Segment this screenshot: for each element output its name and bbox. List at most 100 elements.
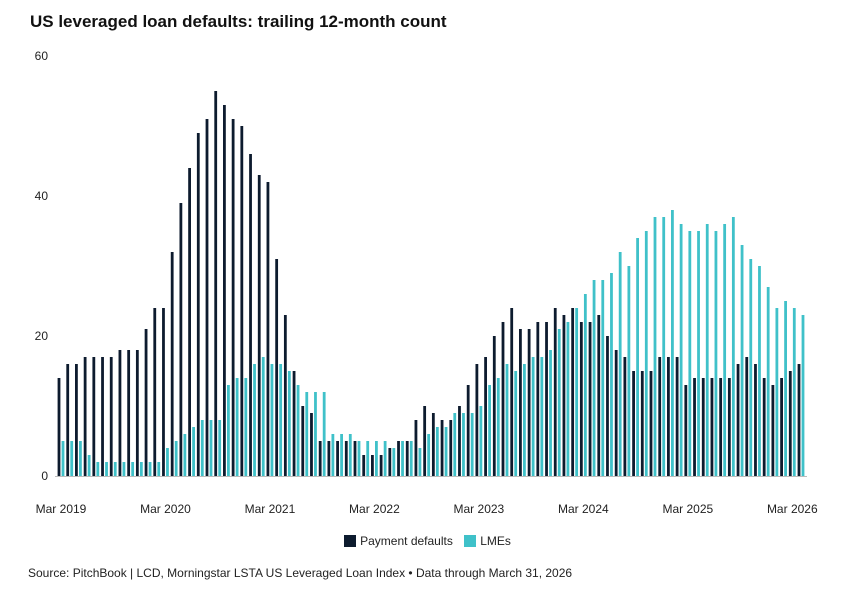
bar-lmes bbox=[96, 462, 100, 476]
bar-payment-defaults bbox=[632, 371, 635, 476]
bar-payment-defaults bbox=[431, 413, 435, 476]
y-tick-label: 0 bbox=[41, 469, 48, 483]
bar-lmes bbox=[610, 273, 613, 476]
bar-payment-defaults bbox=[223, 105, 226, 476]
bar-lmes bbox=[601, 280, 605, 476]
bar-lmes bbox=[731, 217, 735, 476]
bar-lmes bbox=[200, 420, 204, 476]
bar-payment-defaults bbox=[492, 336, 496, 476]
bar-payment-defaults bbox=[553, 308, 557, 476]
bar-lmes bbox=[418, 448, 422, 476]
legend-item-payment-defaults: Payment defaults bbox=[344, 534, 453, 548]
bar-lmes bbox=[305, 392, 309, 476]
bar-payment-defaults bbox=[588, 322, 592, 476]
bar-lmes bbox=[183, 434, 187, 476]
bar-lmes bbox=[627, 266, 631, 476]
bar-lmes bbox=[644, 231, 648, 476]
bar-payment-defaults bbox=[475, 364, 479, 476]
bar-lmes bbox=[61, 441, 65, 476]
bar-payment-defaults bbox=[144, 329, 148, 476]
bar-payment-defaults bbox=[371, 455, 374, 476]
bar-payment-defaults bbox=[179, 203, 183, 476]
bar-lmes bbox=[383, 441, 387, 476]
bar-payment-defaults bbox=[640, 371, 644, 476]
bar-payment-defaults bbox=[579, 322, 583, 476]
bar-lmes bbox=[723, 224, 727, 476]
bar-payment-defaults bbox=[109, 357, 113, 476]
x-tick-label: Mar 2024 bbox=[558, 502, 609, 516]
bar-lmes bbox=[792, 308, 796, 476]
bar-lmes bbox=[87, 455, 91, 476]
bar-lmes bbox=[766, 287, 770, 476]
bar-lmes bbox=[148, 462, 152, 476]
bar-lmes bbox=[70, 441, 74, 476]
bar-payment-defaults bbox=[66, 364, 70, 476]
bar-payment-defaults bbox=[571, 308, 575, 476]
bar-lmes bbox=[557, 329, 561, 476]
bar-payment-defaults bbox=[327, 441, 331, 476]
bar-payment-defaults bbox=[118, 350, 122, 476]
y-tick-label: 40 bbox=[35, 189, 49, 203]
bar-payment-defaults bbox=[719, 378, 723, 476]
legend-label-payment-defaults: Payment defaults bbox=[360, 534, 453, 548]
y-tick-label: 60 bbox=[35, 49, 49, 63]
bar-lmes bbox=[235, 378, 239, 476]
legend-swatch-lmes bbox=[464, 535, 477, 547]
bar-payment-defaults bbox=[127, 350, 131, 476]
bar-lmes bbox=[261, 357, 265, 476]
bar-lmes bbox=[784, 301, 787, 476]
bar-payment-defaults bbox=[466, 385, 470, 476]
bars-group bbox=[57, 91, 805, 476]
bar-lmes bbox=[357, 441, 361, 476]
bar-payment-defaults bbox=[153, 308, 157, 476]
bar-lmes bbox=[375, 441, 378, 476]
bar-lmes bbox=[540, 357, 544, 476]
bar-payment-defaults bbox=[283, 315, 287, 476]
y-axis: 0 20 40 60 bbox=[35, 49, 49, 483]
bar-payment-defaults bbox=[101, 357, 104, 476]
bar-lmes bbox=[679, 224, 683, 476]
bar-lmes bbox=[209, 420, 213, 476]
legend: Payment defaults LMEs bbox=[0, 534, 855, 550]
bar-lmes bbox=[583, 294, 587, 476]
bar-payment-defaults bbox=[231, 119, 235, 476]
bar-payment-defaults bbox=[797, 364, 801, 476]
bar-lmes bbox=[166, 448, 169, 476]
bar-lmes bbox=[270, 364, 274, 476]
bar-lmes bbox=[505, 364, 509, 476]
bar-payment-defaults bbox=[196, 133, 200, 476]
bar-lmes bbox=[479, 406, 483, 476]
bar-payment-defaults bbox=[727, 378, 731, 476]
bar-lmes bbox=[749, 259, 753, 476]
bar-lmes bbox=[131, 462, 135, 476]
bar-payment-defaults bbox=[423, 406, 427, 476]
bar-lmes bbox=[218, 420, 222, 476]
source-note: Source: PitchBook | LCD, Morningstar LST… bbox=[28, 566, 573, 580]
bar-lmes bbox=[671, 210, 674, 476]
x-tick-label: Mar 2023 bbox=[454, 502, 505, 516]
bar-lmes bbox=[566, 322, 570, 476]
bar-lmes bbox=[775, 308, 779, 476]
bar-lmes bbox=[331, 434, 335, 476]
bar-payment-defaults bbox=[405, 441, 409, 476]
bar-lmes bbox=[427, 434, 431, 476]
bar-payment-defaults bbox=[667, 357, 670, 476]
bar-lmes bbox=[618, 252, 622, 476]
legend-item-lmes: LMEs bbox=[464, 534, 511, 548]
bar-lmes bbox=[401, 441, 404, 476]
bar-payment-defaults bbox=[353, 441, 357, 476]
bar-payment-defaults bbox=[658, 357, 662, 476]
bar-payment-defaults bbox=[379, 455, 383, 476]
bar-payment-defaults bbox=[75, 364, 78, 476]
bar-lmes bbox=[157, 462, 161, 476]
bar-payment-defaults bbox=[397, 441, 400, 476]
bar-lmes bbox=[592, 280, 596, 476]
bar-payment-defaults bbox=[736, 364, 740, 476]
bar-payment-defaults bbox=[458, 406, 461, 476]
bar-payment-defaults bbox=[205, 119, 209, 476]
bar-payment-defaults bbox=[318, 441, 322, 476]
bar-lmes bbox=[279, 364, 283, 476]
bar-lmes bbox=[549, 350, 552, 476]
bar-payment-defaults bbox=[684, 385, 688, 476]
bar-lmes bbox=[514, 371, 518, 476]
